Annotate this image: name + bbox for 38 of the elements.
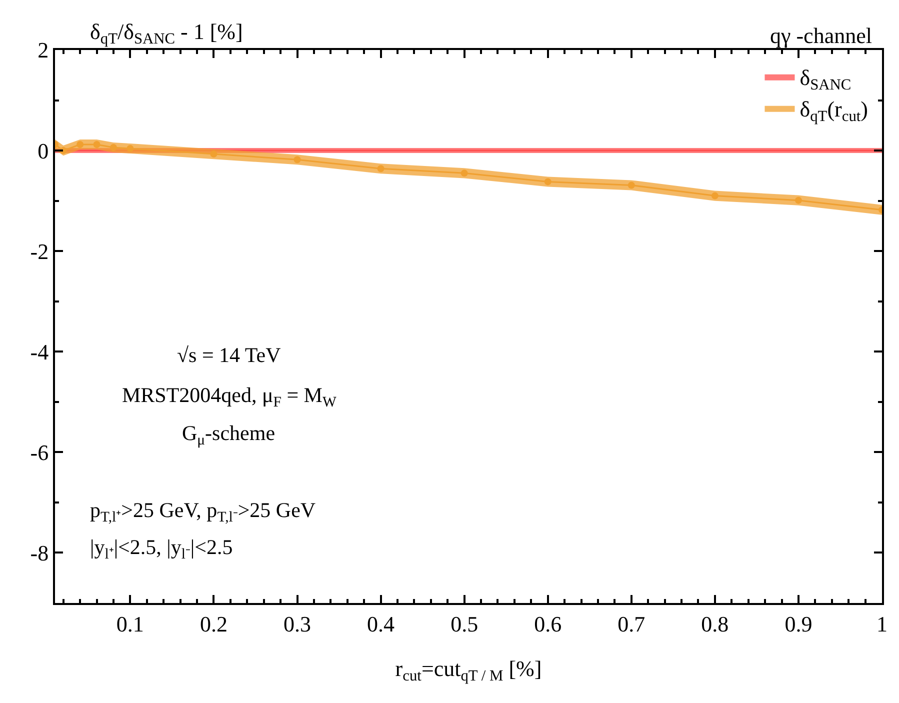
annotation: |y$_{l⁺}$|<2.5, |y$_{l⁻}$|<2.5 [90,535,233,562]
x-tick-label: 0.3 [284,611,311,636]
y-axis-title: δ$_{qT}$/δ$_{SANC}$ - 1 [%] [90,19,243,48]
y-tick-label: -2 [30,238,49,264]
y-tick-label: 0 [38,138,49,164]
point [294,156,301,164]
x-tick-label: 0.5 [450,611,478,636]
x-tick-label: 0.9 [784,611,812,636]
annotation: p$_{T,l⁺}$>25 GeV, p$_{T,l⁻}$>25 GeV [90,498,316,526]
legend-label: δ$_{qT}$(r$_{cut}$) [800,96,868,126]
chart-title: qγ -channel [770,23,872,48]
x-tick-label: 0.2 [200,611,228,636]
point [93,141,100,148]
point [210,150,218,158]
y-tick-label: -8 [30,540,49,566]
point [76,141,84,148]
point [544,178,552,186]
legend-label: δ$_{SANC}$ [800,64,852,94]
point [711,192,718,200]
x-tick-label: 0.6 [534,611,562,636]
point [794,196,802,204]
annotation: G$_{μ}$-scheme [182,421,276,448]
annotation: MRST2004qed, μ$_{F}$ = M$_{W}$ [122,383,336,410]
y-tick-label: -6 [30,440,49,465]
y-tick-label: 2 [38,38,49,63]
point [377,165,384,172]
x-tick-label: 0.7 [618,611,646,636]
point [628,182,635,189]
annotation: √s = 14 TeV [177,343,281,367]
point [126,145,134,152]
x-tick-label: 1 [876,611,888,636]
x-tick-label: 0.4 [367,611,395,636]
y-tick-label: -4 [30,339,49,364]
x-tick-label: 0.8 [701,611,729,636]
x-tick-label: 0.1 [116,611,144,636]
point [110,144,117,152]
x-axis-title: r$_{cut}$=cut$_{qT / M}$ [%] [395,656,542,684]
point [460,170,468,177]
